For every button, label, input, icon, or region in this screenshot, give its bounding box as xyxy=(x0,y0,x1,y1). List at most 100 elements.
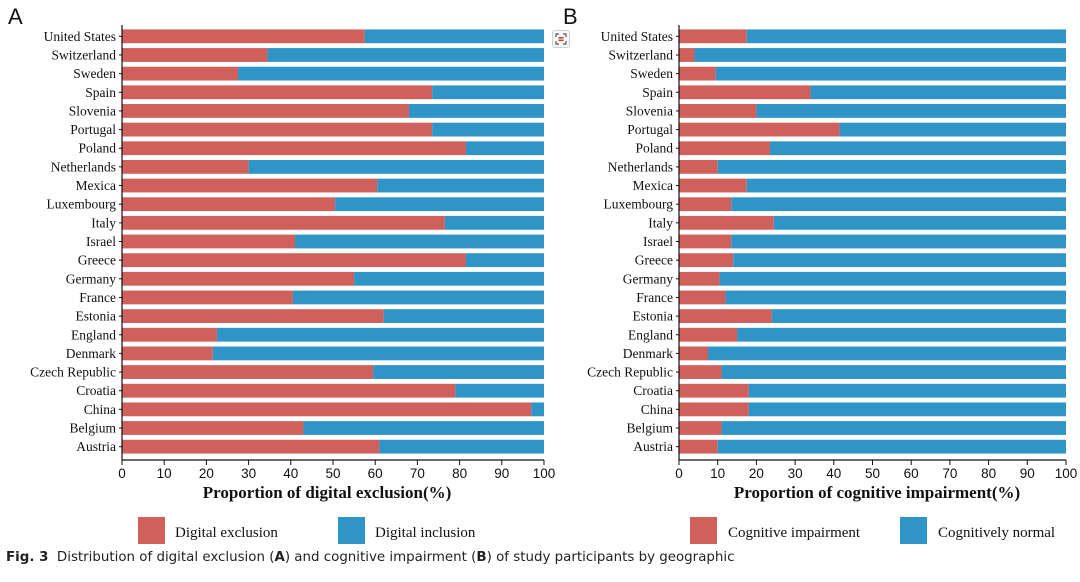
category-label-b-spain: Spain xyxy=(642,85,673,100)
bar-a-digital-exclusion-israel xyxy=(122,234,296,249)
bar-b-cognitive-impairment-belgium xyxy=(679,421,722,435)
bar-b-cognitively-normal-italy xyxy=(773,215,1067,230)
caption-text-3: ) of study participants by geographic xyxy=(486,550,735,565)
bar-b-cognitive-impairment-switzerland xyxy=(679,48,695,62)
bar-b-cognitively-normal-portugal xyxy=(839,122,1067,137)
panel-a-letter: A xyxy=(8,4,23,29)
bar-a-digital-exclusion-sweden xyxy=(122,66,239,81)
bar-a-digital-exclusion-slovenia xyxy=(122,104,409,118)
category-label-a-china: China xyxy=(84,402,116,417)
bar-a-digital-inclusion-united-states xyxy=(364,29,544,44)
x-tick-label-a-80: 80 xyxy=(452,466,467,481)
category-label-a-croatia: Croatia xyxy=(76,383,116,398)
bar-b-cognitive-impairment-italy xyxy=(679,215,774,230)
bar-a-digital-inclusion-mexica xyxy=(377,178,544,193)
category-label-a-austria: Austria xyxy=(76,439,116,454)
bar-b-cognitively-normal-czech-republic xyxy=(721,365,1066,379)
category-label-b-luxembourg: Luxembourg xyxy=(604,197,674,212)
bar-a-digital-exclusion-china xyxy=(122,402,532,417)
legend-swatch-cognitive-impairment xyxy=(690,517,717,544)
category-label-a-england: England xyxy=(71,327,116,342)
x-tick-label-a-40: 40 xyxy=(283,466,298,481)
bar-b-cognitively-normal-israel xyxy=(731,234,1066,249)
bar-a-digital-inclusion-sweden xyxy=(238,66,545,81)
bar-a-digital-exclusion-luxembourg xyxy=(122,197,336,212)
bar-a-digital-inclusion-slovenia xyxy=(408,104,544,118)
bar-b-cognitive-impairment-israel xyxy=(679,234,732,249)
category-label-a-italy: Italy xyxy=(91,215,116,230)
bar-b-cognitively-normal-switzerland xyxy=(694,48,1066,62)
bar-b-cognitive-impairment-poland xyxy=(679,141,770,156)
caption-text-2: ) and cognitive impairment ( xyxy=(284,550,477,565)
category-label-a-sweden: Sweden xyxy=(73,66,116,81)
caption-panel-a-ref: A xyxy=(274,550,285,565)
panel-b-bars xyxy=(679,29,1067,454)
category-label-b-england: England xyxy=(628,327,673,342)
bar-b-cognitively-normal-china xyxy=(748,402,1066,417)
x-tick-label-a-50: 50 xyxy=(325,466,340,481)
category-label-b-czech-republic: Czech Republic xyxy=(587,365,673,380)
bar-a-digital-exclusion-austria xyxy=(122,439,380,454)
category-label-b-united-states: United States xyxy=(601,29,673,44)
bar-a-digital-exclusion-england xyxy=(122,327,217,342)
x-tick-label-b-80: 80 xyxy=(981,466,996,481)
bar-a-digital-inclusion-france xyxy=(292,290,544,305)
x-tick-label-a-100: 100 xyxy=(533,466,556,481)
category-label-a-luxembourg: Luxembourg xyxy=(47,197,117,212)
bar-b-cognitive-impairment-croatia xyxy=(679,383,749,398)
bar-a-digital-exclusion-portugal xyxy=(122,122,433,137)
category-label-a-czech-republic: Czech Republic xyxy=(30,365,116,380)
bar-b-cognitively-normal-croatia xyxy=(748,383,1066,398)
bar-a-digital-inclusion-england xyxy=(216,327,544,342)
bar-a-digital-exclusion-denmark xyxy=(122,346,213,361)
x-tick-label-a-60: 60 xyxy=(368,466,383,481)
bar-b-cognitively-normal-estonia xyxy=(771,309,1066,324)
category-label-a-netherlands: Netherlands xyxy=(51,159,116,174)
panel-b-letter: B xyxy=(563,4,578,29)
panel-b-chart: United States Switzerland Sweden Spain Slove… xyxy=(587,25,1077,502)
legend-label-digital-exclusion: Digital exclusion xyxy=(175,525,278,541)
category-label-b-belgium: Belgium xyxy=(627,421,674,436)
bar-a-digital-exclusion-estonia xyxy=(122,309,384,324)
bar-a-digital-inclusion-belgium xyxy=(303,421,544,435)
bar-b-cognitive-impairment-united-states xyxy=(679,29,747,44)
x-tick-label-a-90: 90 xyxy=(494,466,509,481)
bar-a-digital-inclusion-estonia xyxy=(383,309,544,324)
bar-a-digital-inclusion-luxembourg xyxy=(335,197,544,212)
scan-icon[interactable] xyxy=(552,30,570,48)
legend-swatch-digital-exclusion xyxy=(138,517,165,544)
category-label-b-slovenia: Slovenia xyxy=(626,103,673,118)
bar-a-digital-inclusion-netherlands xyxy=(248,159,544,174)
bar-a-digital-exclusion-czech-republic xyxy=(122,365,374,379)
bar-a-digital-inclusion-czech-republic xyxy=(373,365,544,379)
bar-b-cognitively-normal-slovenia xyxy=(756,104,1066,118)
x-tick-label-a-70: 70 xyxy=(410,466,425,481)
panel-a-legend: Digital exclusion Digital inclusion xyxy=(138,517,476,544)
bar-b-cognitively-normal-mexica xyxy=(746,178,1067,193)
bar-a-digital-exclusion-switzerland xyxy=(122,48,268,62)
scan-icon-glyph xyxy=(555,33,567,45)
bar-a-digital-exclusion-netherlands xyxy=(122,159,249,174)
category-label-a-portugal: Portugal xyxy=(70,122,116,137)
bar-b-cognitively-normal-united-states xyxy=(746,29,1067,44)
bar-a-digital-inclusion-spain xyxy=(432,85,544,100)
bar-b-cognitively-normal-sweden xyxy=(715,66,1066,81)
bar-a-digital-exclusion-italy xyxy=(122,215,445,230)
bar-a-digital-inclusion-italy xyxy=(444,215,544,230)
x-tick-label-a-0: 0 xyxy=(118,466,126,481)
x-tick-label-a-10: 10 xyxy=(157,466,172,481)
category-label-a-belgium: Belgium xyxy=(70,421,117,436)
bar-b-cognitive-impairment-czech-republic xyxy=(679,365,722,379)
bar-a-digital-exclusion-spain xyxy=(122,85,433,100)
category-label-b-poland: Poland xyxy=(635,141,673,156)
caption-panel-b-ref: B xyxy=(476,550,487,565)
legend-label-cognitive-impairment: Cognitive impairment xyxy=(728,525,861,541)
category-label-b-china: China xyxy=(641,402,673,417)
category-label-a-switzerland: Switzerland xyxy=(52,47,117,62)
caption-fig-number: Fig. 3 xyxy=(6,550,49,565)
bar-b-cognitive-impairment-greece xyxy=(679,253,734,268)
category-label-b-italy: Italy xyxy=(648,215,673,230)
x-tick-label-b-10: 10 xyxy=(710,466,725,481)
category-label-b-greece: Greece xyxy=(635,253,673,268)
bar-a-digital-exclusion-belgium xyxy=(122,421,304,435)
